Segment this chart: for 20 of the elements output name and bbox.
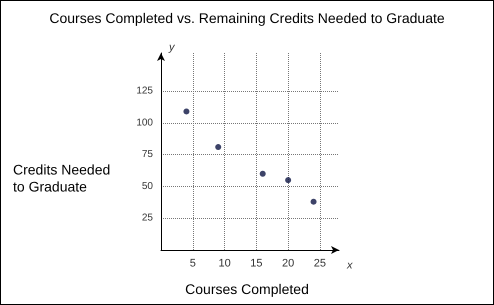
x-tick-label: 15 xyxy=(250,258,262,270)
x-axis-title: Courses Completed xyxy=(185,281,309,297)
point xyxy=(285,177,292,184)
text: x xyxy=(346,260,353,272)
x-tick-label: 25 xyxy=(314,258,326,270)
y-tick-label: 100 xyxy=(136,117,154,128)
y-tick-label: 50 xyxy=(142,180,154,192)
annotation: y xyxy=(168,42,176,54)
point xyxy=(260,170,266,177)
y-tick-label: 25 xyxy=(142,212,154,224)
x-tick-label: 10 xyxy=(218,258,231,270)
y-tick-label: 125 xyxy=(136,86,154,97)
chart-title: Courses Completed vs. Remaining Credits Needed to Graduate xyxy=(49,10,445,26)
point xyxy=(310,198,317,205)
point xyxy=(183,108,190,114)
y-axis-title: Credits Needed to Graduate xyxy=(13,162,110,194)
x-tick-label: 20 xyxy=(282,258,294,270)
point xyxy=(215,144,222,150)
y-tick-label: 75 xyxy=(142,149,154,160)
x-tick-label: 5 xyxy=(190,258,196,270)
